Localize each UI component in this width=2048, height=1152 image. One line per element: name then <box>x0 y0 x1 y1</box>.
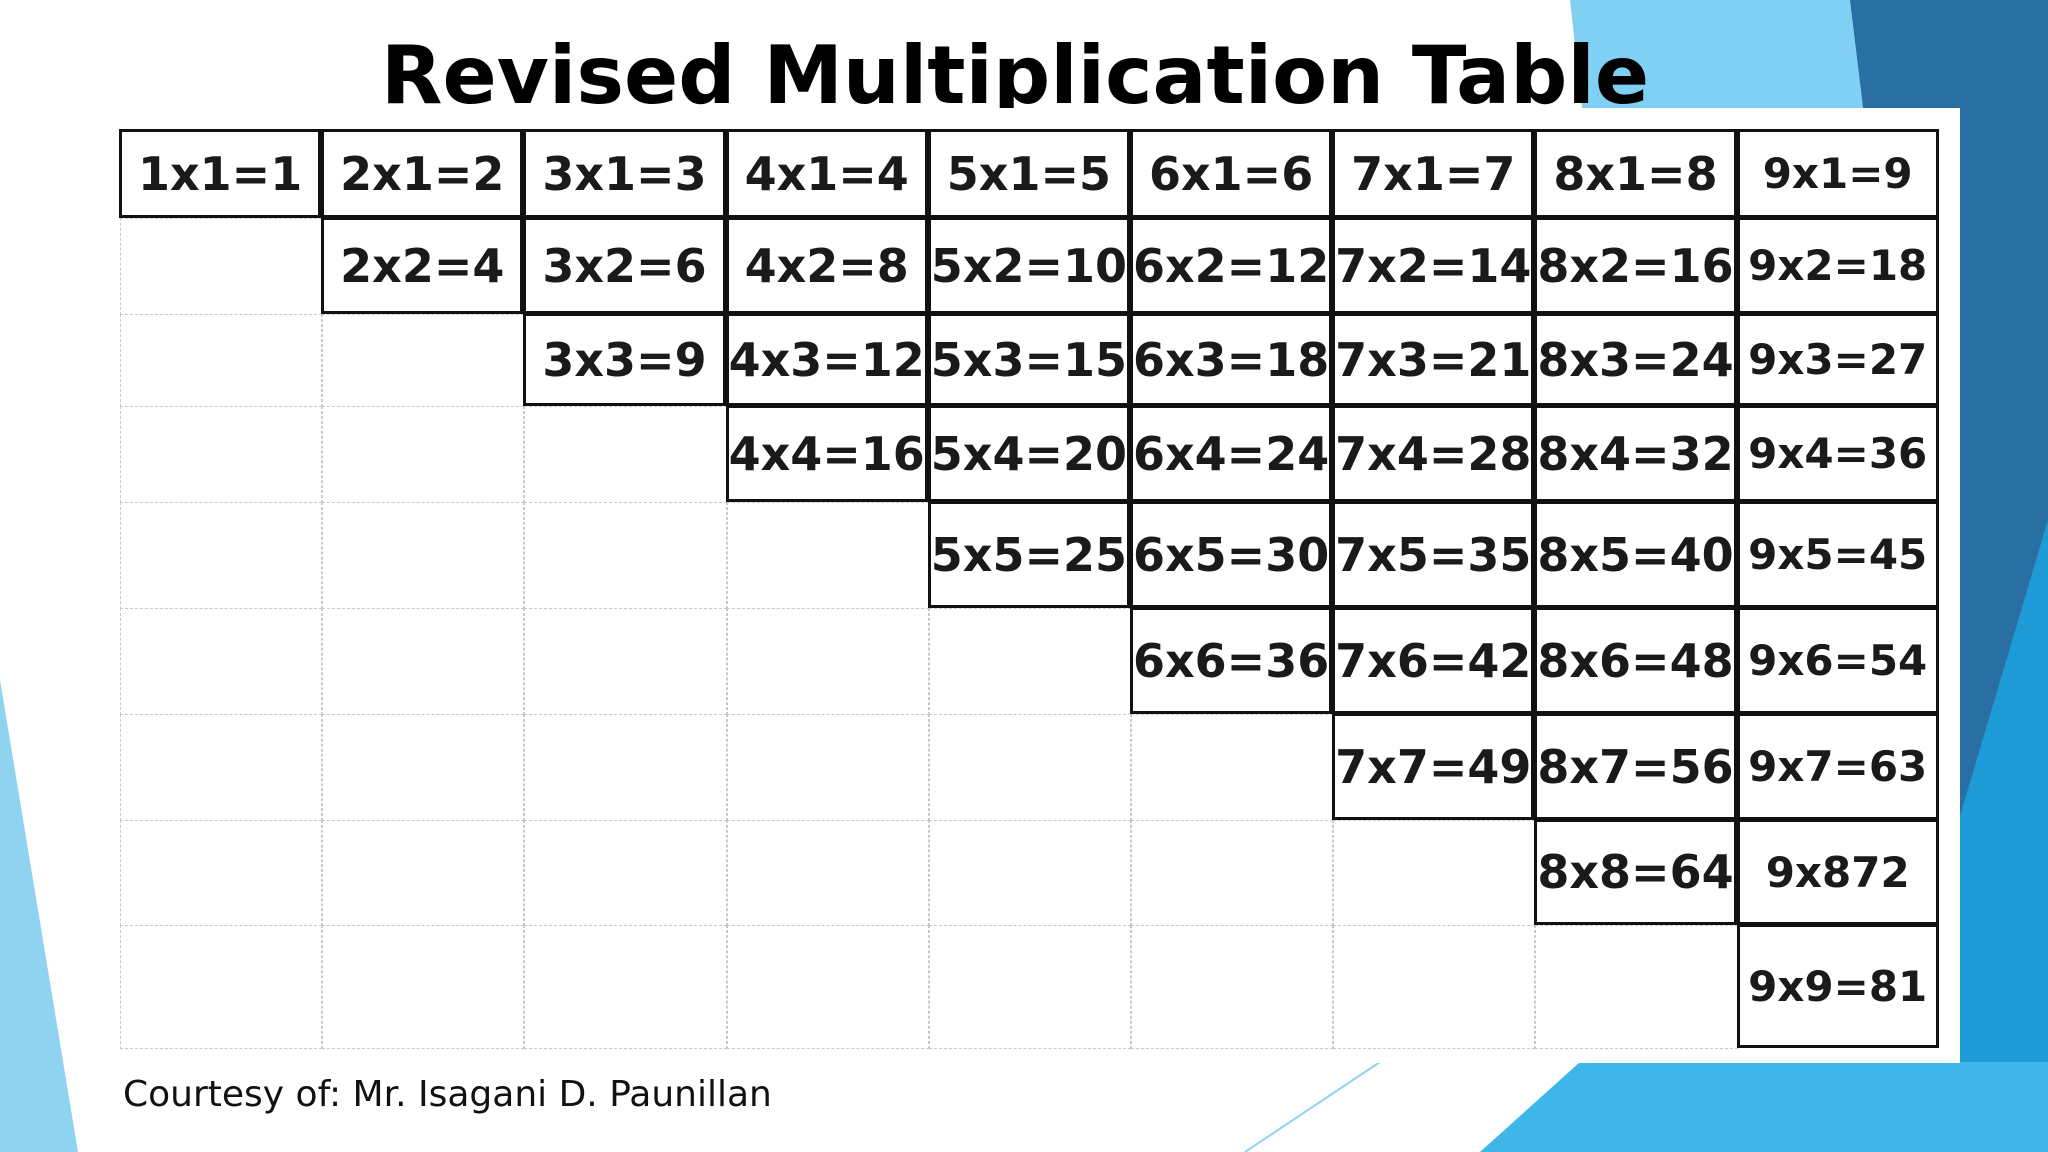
table-cell-empty <box>322 714 525 821</box>
table-cell-empty <box>120 714 323 821</box>
table-cell: 2x2=4 <box>321 217 524 314</box>
table-cell-empty <box>928 820 1131 926</box>
table-cell: 6x2=12 <box>1130 217 1333 314</box>
table-cell-empty <box>120 820 323 926</box>
multiplication-table: 1x1=1 2x1=2 3x1=3 4x1=4 5x1=5 6x1=6 7x1=7 8x1=8… <box>119 129 1940 1055</box>
table-row: 7x7=49 8x7=56 9x7=63 <box>120 713 1940 821</box>
table-cell-empty <box>524 925 727 1049</box>
table-cell: 9x7=63 <box>1736 713 1939 820</box>
table-cell-empty <box>726 502 929 609</box>
table-row: 3x3=9 4x3=12 5x3=15 6x3=18 7x3=21 8x3=24 9x3=2… <box>120 313 1940 407</box>
table-cell-empty <box>524 608 727 715</box>
table-cell: 7x1=7 <box>1332 129 1535 218</box>
table-row: 5x5=25 6x5=30 7x5=35 8x5=40 9x5=45 <box>120 501 1940 609</box>
table-row: 8x8=64 9x872 <box>120 819 1940 926</box>
table-cell-empty <box>1131 714 1334 821</box>
table-cell: 2x1=2 <box>321 129 524 218</box>
table-cell-empty <box>726 820 929 926</box>
table-cell: 9x5=45 <box>1736 501 1939 608</box>
table-cell-empty <box>1535 925 1738 1049</box>
table-cell-empty <box>524 714 727 821</box>
table-cell: 8x7=56 <box>1534 713 1737 820</box>
table-cell: 4x2=8 <box>725 217 928 314</box>
table-cell: 9x3=27 <box>1736 313 1939 406</box>
table-cell-empty <box>120 502 323 609</box>
table-cell: 3x3=9 <box>523 313 726 406</box>
table-cell-empty <box>322 502 525 609</box>
background-line <box>1244 1061 1381 1152</box>
table-cell-empty <box>120 218 323 315</box>
table-cell: 7x4=28 <box>1332 405 1535 502</box>
table-cell: 7x3=21 <box>1332 313 1535 406</box>
table-cell: 9x2=18 <box>1736 217 1939 314</box>
table-cell-empty <box>120 314 323 407</box>
table-row: 9x9=81 <box>120 924 1940 1049</box>
table-cell-empty <box>322 820 525 926</box>
table-cell-empty <box>120 608 323 715</box>
table-cell: 9x872 <box>1736 819 1939 925</box>
table-cell: 8x5=40 <box>1534 501 1737 608</box>
table-row: 2x2=4 3x2=6 4x2=8 5x2=10 6x2=12 7x2=14 8x2=16 9… <box>120 217 1940 315</box>
table-cell: 4x4=16 <box>725 405 928 502</box>
table-cell-empty <box>726 714 929 821</box>
table-cell: 8x4=32 <box>1534 405 1737 502</box>
table-cell: 7x6=42 <box>1332 607 1535 714</box>
table-cell-empty <box>524 406 727 503</box>
table-cell-empty <box>1131 820 1334 926</box>
table-cell: 5x4=20 <box>927 405 1130 502</box>
table-cell-empty <box>928 608 1131 715</box>
table-cell: 9x6=54 <box>1736 607 1939 714</box>
table-cell: 8x2=16 <box>1534 217 1737 314</box>
table-cell: 3x2=6 <box>523 217 726 314</box>
table-cell: 5x5=25 <box>927 501 1130 608</box>
table-cell: 4x1=4 <box>725 129 928 218</box>
table-cell-empty <box>524 820 727 926</box>
table-cell-empty <box>322 406 525 503</box>
table-cell: 8x6=48 <box>1534 607 1737 714</box>
table-cell: 6x5=30 <box>1130 501 1333 608</box>
table-cell: 1x1=1 <box>119 129 322 218</box>
table-cell: 8x1=8 <box>1534 129 1737 218</box>
table-cell-empty <box>120 925 323 1049</box>
table-cell-empty <box>1333 925 1536 1049</box>
credit-text: Courtesy of: Mr. Isagani D. Paunillan <box>123 1074 772 1115</box>
table-cell-empty <box>322 314 525 407</box>
table-cell: 7x7=49 <box>1332 713 1535 820</box>
table-panel <box>105 108 1960 1063</box>
table-cell: 3x1=3 <box>523 129 726 218</box>
table-cell-empty <box>726 608 929 715</box>
table-cell: 7x2=14 <box>1332 217 1535 314</box>
table-cell-empty <box>1131 925 1334 1049</box>
background-shape-bottom <box>1480 1062 2048 1152</box>
table-cell: 9x1=9 <box>1736 129 1939 218</box>
table-cell: 7x5=35 <box>1332 501 1535 608</box>
table-cell-empty <box>1333 820 1536 926</box>
table-cell-empty <box>928 925 1131 1049</box>
table-cell: 6x1=6 <box>1130 129 1333 218</box>
table-row: 6x6=36 7x6=42 8x6=48 9x6=54 <box>120 607 1940 715</box>
table-cell: 8x3=24 <box>1534 313 1737 406</box>
table-cell: 4x3=12 <box>725 313 928 406</box>
table-row: 1x1=1 2x1=2 3x1=3 4x1=4 5x1=5 6x1=6 7x1=7 8x1=8… <box>119 129 1940 219</box>
table-cell-empty <box>120 406 323 503</box>
table-cell: 9x9=81 <box>1736 924 1939 1048</box>
table-cell: 8x8=64 <box>1534 819 1737 925</box>
table-row: 4x4=16 5x4=20 6x4=24 7x4=28 8x4=32 9x4=36 <box>120 405 1940 503</box>
table-cell-empty <box>322 608 525 715</box>
table-cell: 6x6=36 <box>1130 607 1333 714</box>
table-cell-empty <box>726 925 929 1049</box>
table-cell: 5x3=15 <box>927 313 1130 406</box>
table-cell: 5x1=5 <box>927 129 1130 218</box>
table-cell-empty <box>524 502 727 609</box>
background-shape-left <box>0 680 78 1152</box>
table-cell: 6x3=18 <box>1130 313 1333 406</box>
table-cell: 6x4=24 <box>1130 405 1333 502</box>
table-cell-empty <box>928 714 1131 821</box>
table-cell: 5x2=10 <box>927 217 1130 314</box>
table-cell: 9x4=36 <box>1736 405 1939 502</box>
table-cell-empty <box>322 925 525 1049</box>
slide-title: Revised Multiplication Table <box>380 29 1650 122</box>
